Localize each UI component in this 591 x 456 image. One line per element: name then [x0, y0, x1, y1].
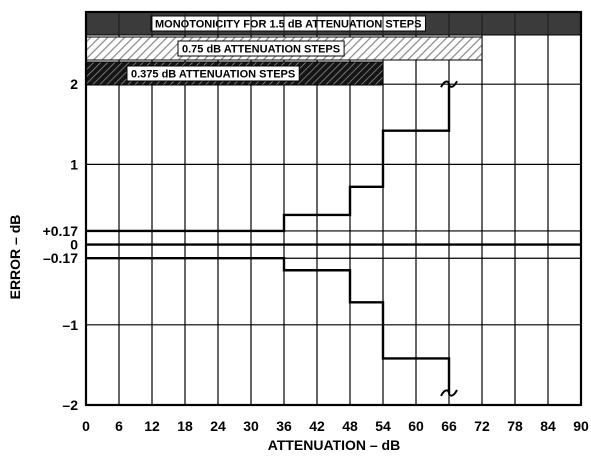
x-tick-label: 0 — [82, 418, 90, 434]
x-tick-label: 36 — [276, 418, 292, 434]
y-tick-label: –2 — [62, 397, 78, 413]
y-tick-label: 0 — [70, 237, 78, 253]
x-tick-label: 12 — [144, 418, 160, 434]
plot-frame — [84, 10, 583, 407]
band-label: 0.375 dB ATTENUATION STEPS — [131, 69, 295, 81]
y-axis-label: ERROR – dB — [7, 215, 23, 300]
error-line-lower — [86, 257, 451, 393]
y-tick-label: 1 — [70, 156, 78, 172]
x-tick-label: 54 — [375, 418, 391, 434]
error-series — [86, 80, 458, 397]
x-tick-label: 24 — [210, 418, 226, 434]
band-label: 0.75 dB ATTENUATION STEPS — [182, 44, 340, 56]
y-tick-label: –1 — [62, 317, 78, 333]
x-tick-label: 84 — [540, 418, 556, 434]
band-label-box — [126, 65, 300, 82]
attenuation-step-bands: MONOTONICITY FOR 1.5 dB ATTENUATION STEP… — [85, 11, 582, 86]
band-label-box — [177, 40, 345, 57]
band-label: MONOTONICITY FOR 1.5 dB ATTENUATION STEP… — [155, 19, 421, 31]
x-tick-label: 30 — [243, 418, 259, 434]
x-tick-label: 6 — [115, 418, 123, 434]
tick-labels: 0 6 12 18 24 30 36 42 48 54 60 66 72 78 84 9021+0.170–0… — [43, 76, 589, 434]
x-tick-label: 18 — [177, 418, 193, 434]
x-tick-label: 66 — [441, 418, 457, 434]
band-label-box — [150, 15, 426, 32]
x-tick-label: 60 — [408, 418, 424, 434]
y-tick-label: –0.17 — [43, 250, 78, 266]
x-tick-label: 72 — [474, 418, 490, 434]
break-mark — [440, 389, 458, 397]
x-tick-label: 42 — [309, 418, 325, 434]
y-tick-label: 2 — [70, 76, 78, 92]
x-tick-label: 48 — [342, 418, 358, 434]
x-tick-label: 78 — [507, 418, 523, 434]
y-tick-label: +0.17 — [43, 223, 79, 239]
x-tick-label: 90 — [573, 418, 589, 434]
x-axis-label: ATTENUATION – dB — [268, 437, 400, 453]
error-line-upper — [86, 84, 451, 233]
break-mark — [440, 80, 458, 88]
